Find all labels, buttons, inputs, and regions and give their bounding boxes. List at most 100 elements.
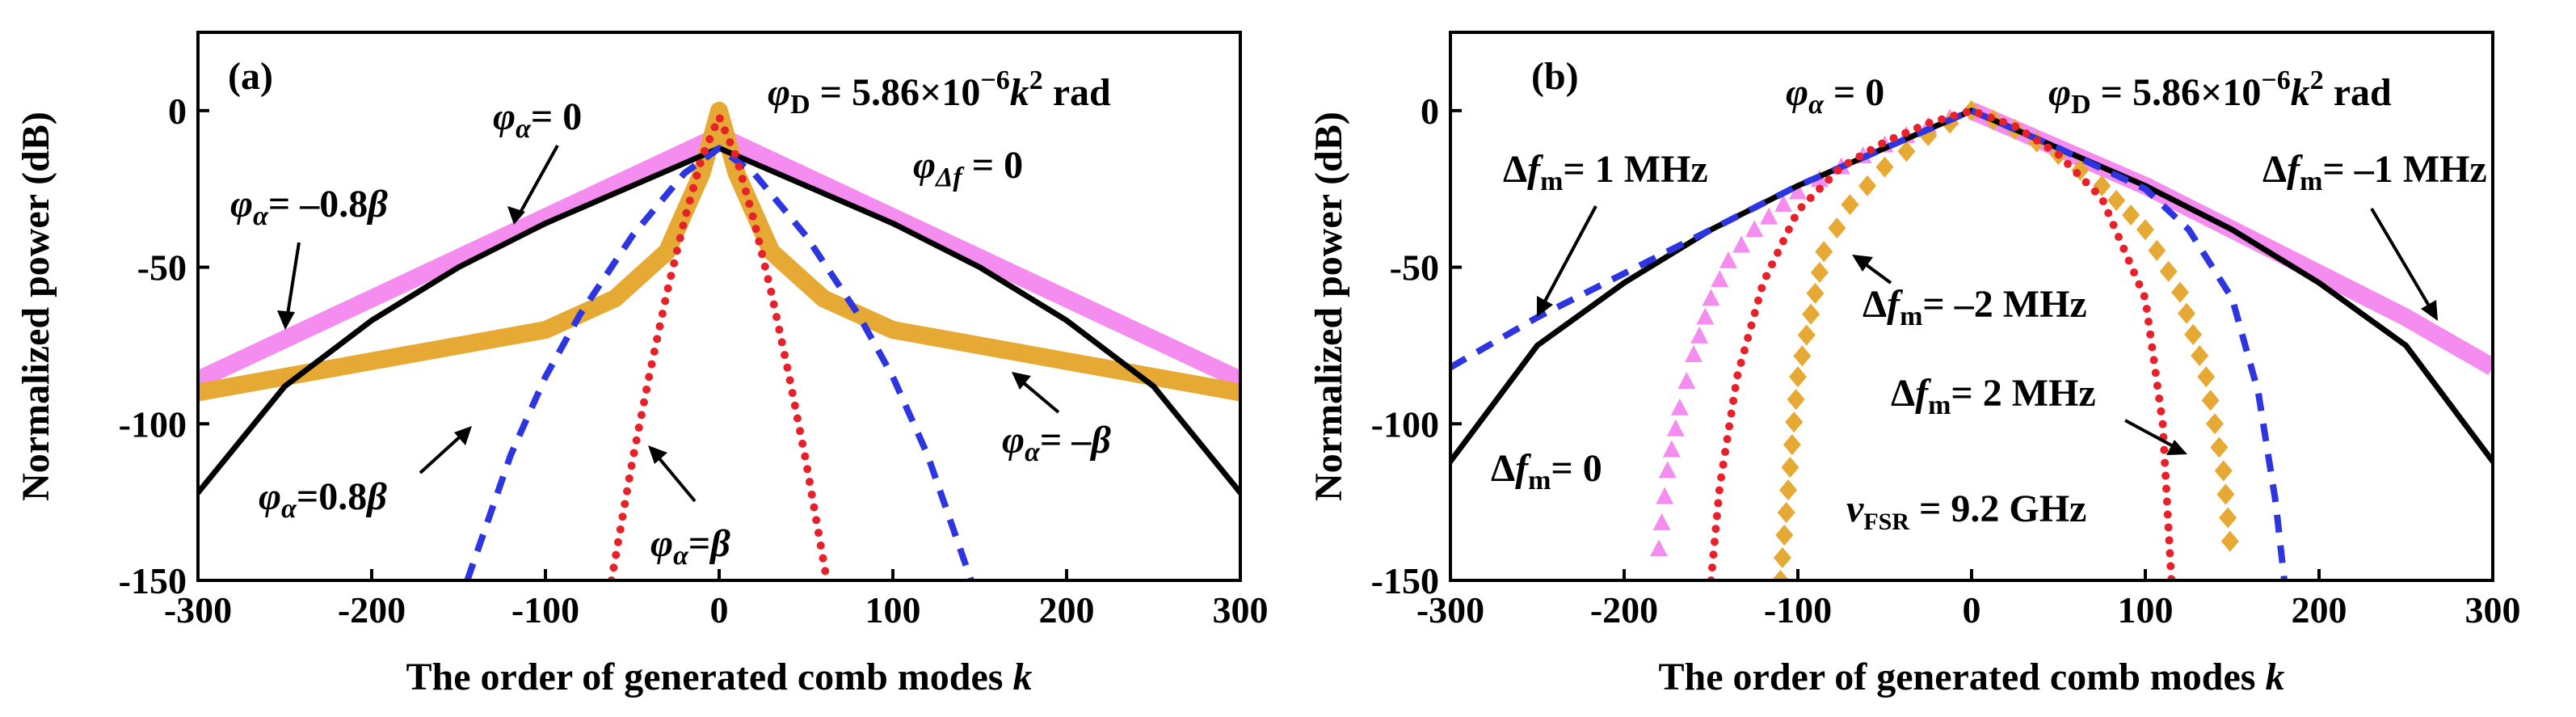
ytick-label-a-1: -50 [137,247,187,289]
series-b-5-marker [1789,366,1807,388]
ann-a-phi0: φα= 0 [493,95,582,144]
series-b-4-marker [1760,207,1778,225]
panel-b-ylabel: Normalized power (dB) [1307,112,1350,501]
ytick-label-a-3: -150 [119,560,187,601]
arrowhead-a-phi0 [507,206,525,225]
series-b-5-marker [2159,260,2178,282]
series-b-4-marker [1719,251,1737,268]
series-b-4-marker [1658,461,1677,479]
series-b-5-marker [2201,390,2220,411]
arrowhead-a-m08b [277,310,295,330]
ann-a-08b: φα=0.8β [259,475,387,524]
ann-a-phiD: φD = 5.86×10−6k2 rad [768,65,1111,120]
ann-a-m08b: φα= –0.8β [230,183,388,231]
series-b-4-marker [1702,289,1720,306]
panel-b-xlabel: The order of generated comb modes k [1659,656,2285,698]
xtick-label-a-2: -100 [511,589,579,631]
series-b-3 [1970,108,2288,580]
series-b-5-marker [1771,570,1790,580]
xtick-label-b-6: 300 [2465,589,2521,631]
series-b-5-marker [1793,345,1812,367]
series-b-5-marker [1815,241,1833,263]
arrow-a-b [653,451,697,503]
series-b-5-marker [2220,530,2239,552]
series-a-1 [198,126,1240,388]
series-b-5-marker [1775,525,1794,546]
xtick-label-a-5: 200 [1039,589,1095,631]
ytick-label-a-0: 0 [168,91,187,132]
ann-a-mb: φα= –β [1002,419,1111,467]
panel-a-ticks: -300 -200 -100 0 100 200 300 0 -50 -100 -150 [119,91,1269,631]
ytick-label-b-0: 0 [1421,91,1439,132]
series-b-4-marker [1677,371,1696,389]
xtick-label-b-3: 0 [1963,589,1981,631]
series-b-4-marker [1789,182,1807,200]
series-b-4-marker [1670,398,1689,415]
series-b-5-marker [1841,194,1859,216]
series-b-5-marker [2214,460,2233,482]
arrow-b-2mhz [2124,419,2178,450]
series-b-5-marker [2107,189,2126,211]
series-b-5-marker [2136,219,2154,241]
ann-a-phidf: φΔf = 0 [913,144,1023,192]
panel-b-label: (b) [1531,55,1579,98]
ytick-label-b-1: -50 [1390,247,1439,289]
series-b-6 [1707,106,2176,580]
panel-a-xlabel: The order of generated comb modes k [406,656,1033,698]
arrow-b-m1mhz [2370,207,2434,313]
panel-a-ylabel: Normalized power (dB) [15,112,57,501]
ytick-label-b-2: -100 [1371,403,1439,445]
xtick-label-a-1: -200 [338,589,406,631]
ytick-label-a-2: -100 [119,403,187,445]
series-b-4-marker [1711,270,1729,288]
series-b-4-marker [1690,326,1709,344]
series-b-5-marker [1773,547,1791,569]
xtick-label-b-2: -100 [1764,589,1832,631]
panel-a-label: (a) [228,55,273,98]
xtick-label-b-4: 100 [2118,589,2174,631]
ann-b-vfsr: vFSR = 9.2 GHz [1846,487,2086,535]
series-b-4-marker [1774,195,1793,213]
series-b-5-marker [1779,479,1798,501]
xtick-label-a-4: 100 [865,589,921,631]
series-b-5-marker [1783,434,1801,456]
arrow-a-mb [1017,377,1060,414]
series-b-4-marker [1662,440,1681,458]
arrow-b-1mhz [1540,205,1597,308]
series-b-4-marker [1732,235,1751,253]
xtick-label-b-5: 200 [2292,589,2347,631]
ann-b-phiD: φD = 5.86×10−6k2 rad [2048,65,2392,120]
series-b-5-marker [2206,413,2224,435]
series-b-5-marker [1858,175,1876,196]
arrowhead-b-1mhz [1537,296,1553,317]
ann-b-phi0: φα = 0 [1786,71,1884,120]
arrow-a-phi0 [516,145,559,219]
ann-b-1mhz: Δfm= 1 MHz [1503,148,1708,196]
ann-b-0: Δfm= 0 [1491,447,1602,496]
series-b-5-marker [1806,282,1825,304]
panel-b-series [1450,99,2493,580]
xtick-label-a-3: 0 [710,589,729,631]
series-b-5-marker [1787,389,1805,411]
arrowhead-b-2mhz [2166,440,2187,455]
series-b-5-marker [1797,324,1816,346]
series-b-4-marker [1685,345,1703,363]
xtick-label-b-1: -200 [1590,589,1658,631]
ann-b-2mhz: Δfm= 2 MHz [1891,372,2096,420]
series-a-4 [607,112,831,580]
series-b-5-marker [2178,302,2196,324]
arrowhead-a-mb [1012,372,1031,390]
series-b-5-marker [1897,141,1916,162]
series-b-5-marker [1781,457,1799,479]
series-b-5-marker [1777,502,1795,524]
series-b-5-marker [1785,411,1804,433]
panel-b-ticks: -300 -200 -100 0 100 200 300 0 -50 -100 -150 [1371,91,2521,631]
arrowhead-a-08b [454,426,472,445]
xtick-label-a-0: -300 [164,589,232,631]
series-b-4-marker [1666,419,1685,437]
series-b-5-marker [1875,156,1894,178]
series-b-4-marker [1650,539,1668,557]
arrowhead-b-m1mhz [2421,300,2438,321]
series-b-5-marker [1828,217,1846,239]
series-b-5-marker [2197,366,2216,388]
